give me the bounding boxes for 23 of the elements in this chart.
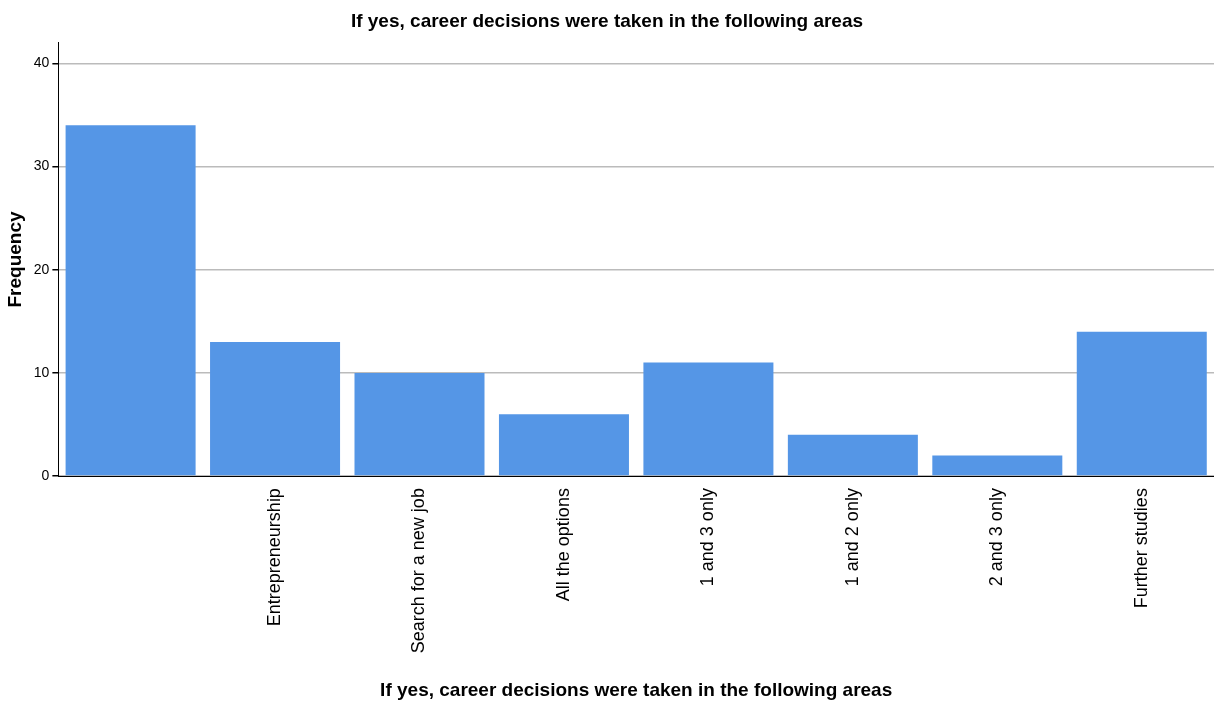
bar <box>65 125 196 476</box>
y-tick-label: 0 <box>41 466 50 483</box>
x-tick-label: 1 and 3 only <box>697 488 718 587</box>
bar <box>787 434 918 476</box>
x-tick-label: Entrepreneurship <box>264 488 285 627</box>
x-tick-label: 1 and 2 only <box>841 488 862 587</box>
bar <box>498 414 629 476</box>
y-tick-label: 20 <box>33 260 50 277</box>
bar <box>1076 331 1207 476</box>
y-tick-label: 10 <box>33 363 50 380</box>
x-tick-label: 2 and 3 only <box>986 488 1007 587</box>
bar <box>210 341 341 476</box>
y-tick-label: 40 <box>33 54 50 71</box>
y-axis-title: Frequency <box>3 210 25 308</box>
x-tick-label: All the options <box>552 488 573 602</box>
x-tick-label: Further studies <box>1130 488 1151 609</box>
bar <box>643 362 774 476</box>
bar <box>932 455 1063 476</box>
x-axis-title: If yes, career decisions were taken in the following areas <box>380 678 893 700</box>
bar <box>354 372 485 476</box>
y-tick-label: 30 <box>33 157 50 174</box>
chart-title: If yes, career decisions were taken in the following areas <box>350 9 864 31</box>
x-tick-label: Search for a new job <box>408 488 429 654</box>
